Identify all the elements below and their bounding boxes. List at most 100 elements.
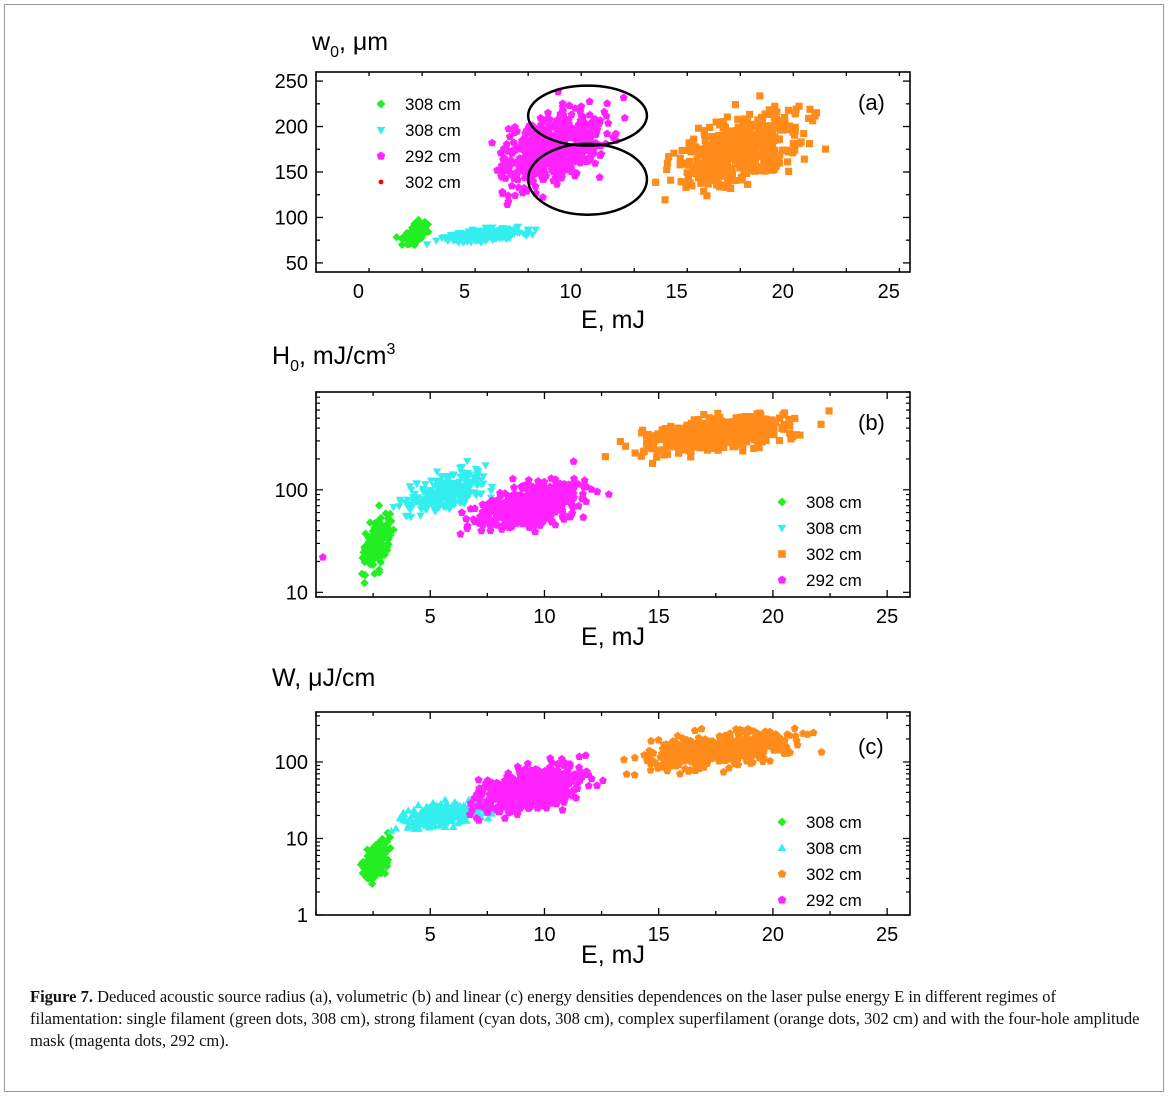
x-axis-label: E, mJ [581, 623, 645, 651]
data-point-pentagon [562, 496, 570, 505]
data-point-square [768, 416, 776, 424]
x-tick-label: 5 [425, 924, 436, 946]
data-point-pentagon [528, 134, 537, 142]
data-point-pentagon [496, 512, 505, 520]
data-point-square [700, 187, 708, 195]
data-point-pentagon [640, 750, 649, 759]
data-point-triangle-down [403, 512, 412, 520]
data-point-pentagon [716, 751, 724, 760]
data-point-triangle-down [407, 486, 416, 494]
data-point-pentagon [567, 790, 576, 798]
data-point-pentagon [646, 766, 655, 774]
data-point-triangle-down [408, 503, 417, 511]
data-point-triangle-down [475, 490, 485, 498]
data-point-triangle-up [439, 815, 449, 823]
y-tick-label: 10 [286, 828, 308, 850]
data-point-pentagon [549, 141, 558, 149]
data-point-pentagon [530, 766, 539, 775]
data-point-square [663, 165, 671, 174]
data-point-pentagon [555, 162, 563, 170]
data-point-square [761, 167, 769, 175]
data-point-triangle-up [395, 814, 405, 822]
data-point-triangle-down [496, 230, 506, 238]
data-point-triangle-down [457, 498, 467, 506]
data-point-triangle-down [438, 473, 447, 481]
data-point-triangle-down [443, 485, 453, 493]
data-point-square [674, 429, 682, 437]
legend-marker [777, 817, 787, 827]
data-point-pentagon [570, 157, 579, 165]
data-point-pentagon [502, 140, 511, 148]
x-tick-label: 10 [559, 281, 581, 303]
data-point-pentagon [730, 755, 739, 763]
data-point-pentagon [766, 756, 774, 765]
legend-label: 308 cm [405, 121, 461, 140]
data-point-pentagon [531, 527, 540, 536]
data-point-diamond [374, 846, 383, 855]
data-point-pentagon [483, 808, 492, 816]
data-point-pentagon [523, 498, 532, 506]
data-point-triangle-up [410, 824, 419, 832]
data-point-pentagon [585, 97, 594, 105]
data-point-square [694, 174, 702, 182]
data-point-pentagon [570, 171, 579, 180]
legend-marker [376, 151, 386, 160]
data-point-triangle-up [449, 822, 458, 830]
data-point-pentagon [486, 779, 495, 787]
data-point-triangle-down [476, 230, 486, 239]
data-point-pentagon [509, 138, 518, 146]
data-point-pentagon [548, 758, 556, 767]
data-point-pentagon [619, 93, 628, 102]
data-point-triangle-up [406, 816, 415, 824]
data-point-pentagon [494, 795, 503, 803]
data-point-square [661, 196, 669, 204]
data-point-diamond [373, 545, 383, 554]
data-point-pentagon [518, 164, 527, 172]
data-point-square [720, 181, 728, 189]
y-tick-label: 200 [275, 117, 308, 139]
data-point-square [762, 140, 770, 148]
data-point-triangle-up [456, 817, 465, 825]
data-point-pentagon [717, 733, 726, 741]
data-point-pentagon [547, 474, 556, 482]
data-point-pentagon [501, 798, 510, 806]
data-point-square [713, 177, 721, 185]
data-point-pentagon [484, 505, 493, 513]
data-point-square [779, 411, 787, 419]
data-point-triangle-down [481, 224, 490, 232]
data-point-pentagon [486, 526, 495, 534]
data-point-square [796, 431, 804, 439]
data-point-pentagon [790, 724, 799, 732]
data-point-square [760, 158, 768, 166]
data-point-pentagon [575, 133, 584, 142]
data-point-triangle-down [416, 512, 425, 520]
data-point-square [791, 110, 799, 118]
legend-marker [376, 126, 386, 135]
data-point-pentagon [622, 770, 631, 778]
data-point-square [771, 120, 780, 128]
data-point-pentagon [698, 740, 707, 748]
y-axis-label: H0, mJ/cm3 [272, 341, 395, 375]
data-point-square [701, 137, 709, 145]
data-point-pentagon [523, 759, 532, 768]
data-point-pentagon [466, 810, 474, 818]
data-point-pentagon [596, 151, 605, 159]
data-point-square [806, 105, 814, 113]
data-point-square [739, 447, 747, 455]
data-point-square [770, 146, 779, 154]
data-point-pentagon [552, 478, 560, 487]
x-axis: 0 5 10 15 20 25 [315, 72, 901, 303]
data-point-square [821, 145, 830, 153]
data-point-square [648, 459, 657, 467]
data-point-pentagon [534, 485, 543, 494]
data-point-triangle-down [461, 479, 470, 487]
data-point-pentagon [495, 804, 503, 812]
data-point-pentagon [704, 752, 713, 761]
data-point-diamond [384, 530, 393, 539]
data-point-triangle-up [459, 801, 468, 809]
data-point-pentagon [568, 777, 577, 785]
data-point-triangle-down [487, 483, 497, 491]
data-point-square [676, 161, 684, 169]
data-point-pentagon [552, 116, 561, 124]
data-point-pentagon [679, 743, 688, 752]
